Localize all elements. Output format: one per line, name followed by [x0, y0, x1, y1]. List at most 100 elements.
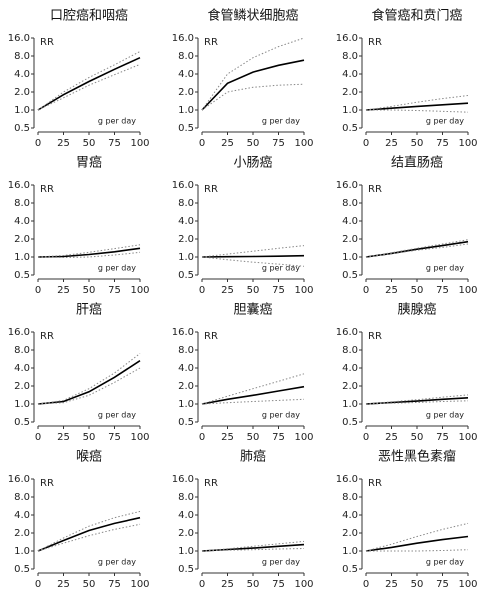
line-series — [365, 102, 469, 111]
y-tick-label: 1.0 — [342, 399, 358, 410]
y-tick-label: 8.0 — [14, 51, 30, 62]
line-series — [365, 397, 469, 405]
line-series — [201, 59, 305, 111]
y-tick-label: 2.0 — [14, 528, 30, 539]
line-series — [201, 543, 305, 552]
y-tick-label: 16.0 — [336, 327, 358, 338]
x-tick-label: 100 — [130, 138, 149, 149]
x-tick-label: 75 — [436, 138, 449, 149]
y-tick-label: 8.0 — [178, 345, 194, 356]
chart-title: 喉癌 — [76, 449, 102, 465]
y-tick-label: 4.0 — [342, 69, 358, 80]
x-tick-label: 50 — [247, 285, 260, 296]
x-tick-label: 0 — [35, 579, 41, 590]
y-tick-label: 8.0 — [342, 198, 358, 209]
line-series — [365, 535, 469, 552]
y-axis-label: RR — [204, 37, 218, 48]
x-tick-label: 100 — [458, 138, 477, 149]
line-series — [201, 256, 305, 267]
y-axis-label: RR — [368, 37, 382, 48]
y-tick-label: 4.0 — [342, 510, 358, 521]
x-tick-label: 0 — [199, 432, 205, 443]
y-tick-label: 2.0 — [178, 87, 194, 98]
y-tick-label: 1.0 — [178, 252, 194, 263]
x-tick-label: 25 — [57, 432, 70, 443]
y-tick-label: 16.0 — [172, 33, 194, 44]
line-series — [37, 510, 141, 552]
x-axis-label: g per day — [98, 117, 136, 126]
y-tick-label: 1.0 — [14, 546, 30, 557]
x-tick-label: 25 — [221, 432, 234, 443]
y-axis-label: RR — [40, 478, 54, 489]
y-tick-label: 2.0 — [178, 381, 194, 392]
y-tick-label: 1.0 — [342, 105, 358, 116]
y-tick-label: 4.0 — [178, 510, 194, 521]
x-tick-label: 75 — [272, 579, 285, 590]
x-tick-label: 100 — [294, 285, 313, 296]
y-tick-label: 16.0 — [172, 180, 194, 191]
y-axis-label: RR — [204, 478, 218, 489]
y-tick-label: 8.0 — [178, 492, 194, 503]
chart-title: 食管鳞状细胞癌 — [207, 8, 298, 24]
x-tick-label: 50 — [247, 579, 260, 590]
line-series — [201, 385, 305, 405]
y-axis-label: RR — [40, 37, 54, 48]
y-tick-label: 1.0 — [14, 105, 30, 116]
x-tick-label: 75 — [436, 432, 449, 443]
x-axis-label: g per day — [426, 411, 464, 420]
y-tick-label: 16.0 — [172, 474, 194, 485]
y-tick-label: 8.0 — [14, 198, 30, 209]
x-tick-label: 0 — [199, 285, 205, 296]
y-axis-label: RR — [40, 331, 54, 342]
x-tick-label: 50 — [83, 432, 96, 443]
line-series — [201, 548, 305, 552]
y-tick-label: 2.0 — [14, 234, 30, 245]
x-tick-label: 100 — [458, 579, 477, 590]
x-tick-label: 25 — [57, 285, 70, 296]
line-series — [37, 63, 141, 111]
y-tick-label: 4.0 — [342, 216, 358, 227]
line-series — [37, 360, 141, 405]
line-series — [365, 400, 469, 405]
line-series — [201, 398, 305, 405]
chart-title: 小肠癌 — [233, 155, 272, 171]
line-series — [365, 95, 469, 111]
x-tick-label: 100 — [130, 285, 149, 296]
y-tick-label: 8.0 — [14, 345, 30, 356]
y-tick-label: 8.0 — [342, 492, 358, 503]
line-series — [37, 251, 141, 259]
y-axis-label: RR — [40, 184, 54, 195]
x-axis-label: g per day — [262, 264, 300, 273]
y-tick-label: 16.0 — [8, 474, 30, 485]
y-tick-label: 2.0 — [14, 381, 30, 392]
y-tick-label: 1.0 — [14, 252, 30, 263]
y-tick-label: 4.0 — [14, 69, 30, 80]
x-axis-label: g per day — [262, 558, 300, 567]
x-tick-label: 0 — [199, 579, 205, 590]
x-tick-label: 0 — [363, 285, 369, 296]
chart-title: 胆囊癌 — [233, 302, 272, 318]
x-tick-label: 75 — [108, 432, 121, 443]
y-tick-label: 2.0 — [178, 234, 194, 245]
y-tick-label: 16.0 — [8, 327, 30, 338]
line-series — [365, 243, 469, 258]
y-tick-label: 0.5 — [342, 270, 358, 281]
x-tick-label: 50 — [83, 579, 96, 590]
y-axis-label: RR — [204, 331, 218, 342]
x-tick-label: 100 — [294, 138, 313, 149]
y-tick-label: 4.0 — [14, 510, 30, 521]
line-series — [37, 523, 141, 552]
y-tick-label: 4.0 — [342, 363, 358, 374]
y-tick-label: 1.0 — [178, 546, 194, 557]
y-tick-label: 0.5 — [178, 564, 194, 575]
chart-title: 肝癌 — [76, 302, 102, 318]
line-series — [201, 83, 305, 111]
x-tick-label: 75 — [272, 432, 285, 443]
x-tick-label: 100 — [130, 432, 149, 443]
x-tick-label: 50 — [411, 579, 424, 590]
x-tick-label: 75 — [108, 138, 121, 149]
x-tick-label: 100 — [458, 432, 477, 443]
y-tick-label: 16.0 — [8, 33, 30, 44]
